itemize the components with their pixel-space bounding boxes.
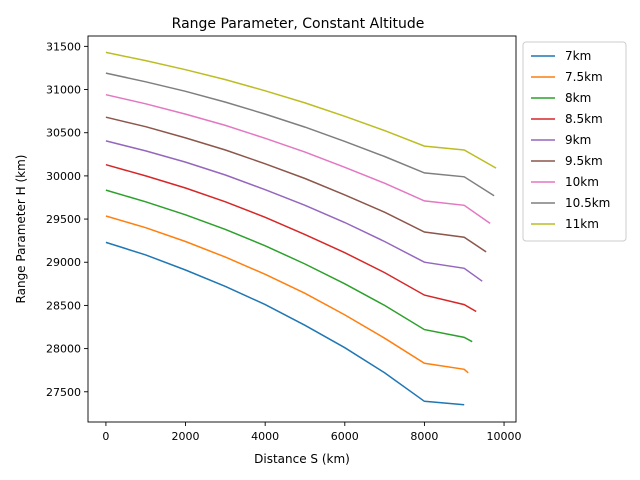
series-line-7.5km	[105, 215, 469, 374]
x-tick-label: 10000	[487, 430, 522, 443]
x-tick-label: 2000	[172, 430, 200, 443]
legend-label: 7km	[565, 49, 591, 63]
series-lines	[105, 51, 497, 406]
legend-label: 8km	[565, 91, 591, 105]
series-line-7km	[105, 241, 465, 406]
y-tick-label: 30500	[46, 127, 81, 140]
series-line-9km	[105, 140, 483, 282]
x-tick-label: 6000	[331, 430, 359, 443]
y-tick-label: 29500	[46, 213, 81, 226]
chart-title: Range Parameter, Constant Altitude	[172, 16, 425, 32]
x-tick-label: 4000	[251, 430, 279, 443]
legend-label: 10.5km	[565, 196, 610, 210]
y-axis: 27500 28000 28500 29000 29500 30000 30500 31000…	[46, 40, 88, 399]
legend-label: 8.5km	[565, 112, 603, 126]
legend-label: 10km	[565, 175, 599, 189]
y-tick-label: 31500	[46, 40, 81, 53]
x-axis-label: Distance S (km)	[254, 452, 350, 466]
y-tick-label: 29000	[46, 256, 81, 269]
legend-box	[522, 41, 627, 242]
y-axis-label: Range Parameter H (km)	[14, 155, 28, 304]
legend-label: 11km	[565, 217, 599, 231]
legend-label: 7.5km	[565, 70, 603, 84]
y-tick-label: 30000	[46, 170, 81, 183]
series-line-10km	[105, 93, 491, 225]
legend-label: 9.5km	[565, 154, 603, 168]
y-tick-label: 27500	[46, 386, 81, 399]
y-tick-label: 31000	[46, 84, 81, 97]
series-line-8.5km	[105, 163, 477, 313]
series-line-10.5km	[105, 72, 495, 197]
legend-label: 9km	[565, 133, 591, 147]
legend: 7km 7.5km 8km 8.5km 9km 9.5km 10km 10.5km 11km	[522, 41, 627, 242]
series-line-9.5km	[105, 116, 487, 253]
y-tick-label: 28500	[46, 299, 81, 312]
x-tick-label: 8000	[410, 430, 438, 443]
x-tick-label: 0	[102, 430, 109, 443]
plot-area	[87, 35, 517, 423]
y-tick-label: 28000	[46, 343, 81, 356]
x-axis: 0 2000 4000 6000 8000 10000	[102, 422, 522, 443]
series-line-11km	[105, 51, 497, 169]
series-line-8km	[105, 189, 473, 343]
